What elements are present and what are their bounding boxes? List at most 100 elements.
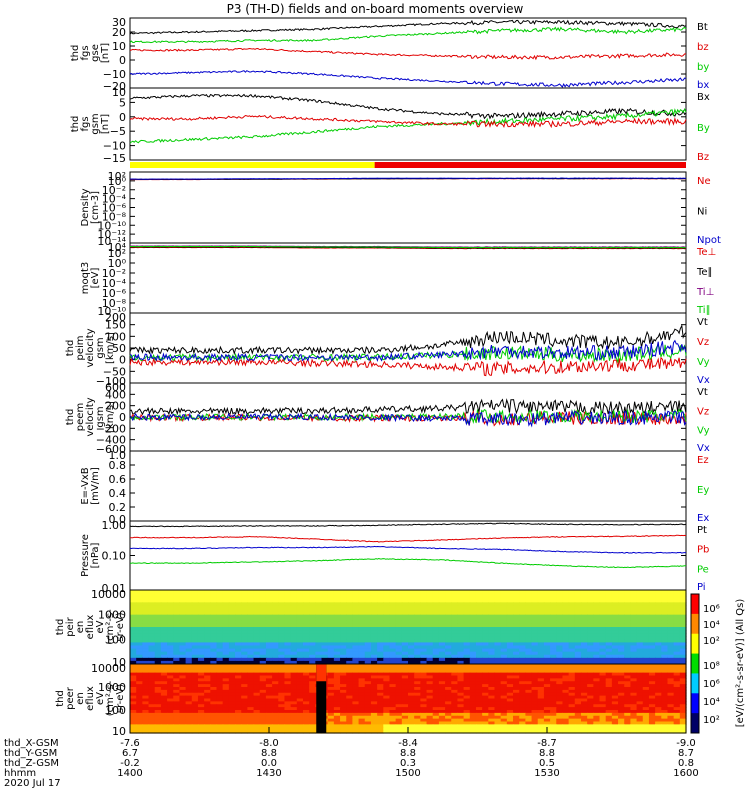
heatmap-cell	[482, 614, 489, 619]
y-tick-label: 10⁰	[108, 257, 127, 270]
legend-Ti⊥: Ti⊥	[696, 287, 714, 298]
heatmap-cell	[136, 681, 143, 685]
heatmap-cell	[469, 692, 477, 697]
heatmap-cell	[426, 666, 434, 671]
colorbar-tick: 10⁶	[703, 604, 720, 615]
heatmap-cell	[445, 642, 452, 647]
heatmap-cell	[160, 605, 168, 610]
heatmap-cell	[130, 672, 137, 677]
heatmap-cell	[142, 689, 150, 694]
heatmap-cell	[550, 730, 557, 734]
heatmap-cell	[272, 710, 279, 714]
heatmap-cell	[667, 721, 675, 725]
heatmap-cell	[562, 730, 570, 734]
y-tick-label: 0.10	[102, 550, 127, 563]
heatmap-cell	[315, 620, 323, 625]
heatmap-cell	[377, 692, 384, 697]
heatmap-cell	[191, 698, 199, 702]
y-tick-label: 150	[105, 319, 126, 332]
heatmap-cell	[401, 707, 409, 711]
heatmap-cell	[284, 730, 292, 734]
heatmap-cell	[463, 712, 471, 717]
heatmap-cell	[216, 715, 224, 720]
heatmap-cell	[648, 602, 656, 607]
heatmap-cell	[624, 590, 631, 594]
heatmap-cell	[197, 678, 205, 682]
heatmap-cell	[235, 710, 242, 714]
heatmap-cell	[333, 599, 341, 603]
heatmap-cell	[636, 704, 644, 708]
heatmap-cell	[216, 645, 224, 650]
heatmap-cell	[148, 715, 156, 720]
heatmap-cell	[642, 678, 650, 682]
heatmap-cell	[618, 730, 625, 734]
heatmap-cell	[550, 698, 557, 702]
heatmap-cell	[253, 599, 261, 603]
heatmap-cell	[241, 710, 248, 714]
heatmap-cell	[580, 669, 588, 674]
heatmap-cell	[136, 602, 143, 607]
heatmap-cell	[173, 666, 181, 671]
heatmap-cell	[673, 630, 681, 634]
heatmap-cell	[148, 675, 156, 679]
heatmap-cell	[605, 617, 613, 622]
heatmap-cell	[494, 678, 502, 682]
heatmap-cell	[302, 704, 310, 708]
heatmap-cell	[469, 701, 477, 705]
heatmap-cell	[556, 648, 564, 653]
heatmap-cell	[340, 672, 347, 677]
heatmap-cell	[148, 630, 156, 634]
heatmap-cell	[321, 593, 329, 597]
heatmap-cell	[284, 681, 292, 685]
heatmap-cell	[222, 695, 230, 700]
heatmap-cell	[525, 687, 533, 691]
heatmap-cell	[611, 639, 619, 644]
heatmap-cell	[154, 664, 162, 668]
y-tick-label: −5	[110, 125, 126, 138]
heatmap-cell	[432, 672, 440, 677]
heatmap-cell	[197, 654, 205, 659]
heatmap-cell	[451, 701, 459, 705]
heatmap-cell	[587, 614, 594, 619]
heatmap-cell	[272, 692, 279, 697]
legend-Vt: Vt	[697, 317, 708, 328]
heatmap-cell	[475, 712, 483, 717]
heatmap-cell	[568, 675, 576, 679]
heatmap-cell	[247, 651, 255, 656]
heatmap-cell	[655, 698, 662, 702]
heatmap-cell	[185, 715, 193, 720]
heatmap-cell	[253, 654, 261, 659]
heatmap-cell	[636, 633, 644, 637]
heatmap-cell	[599, 701, 607, 705]
heatmap-cell	[148, 627, 156, 631]
heatmap-cell	[513, 704, 520, 708]
heatmap-cell	[679, 620, 687, 625]
heatmap-cell	[340, 695, 347, 700]
heatmap-cell	[451, 710, 459, 714]
heatmap-cell	[278, 669, 286, 674]
heatmap-cell	[210, 678, 218, 682]
heatmap-cell	[636, 623, 644, 628]
heatmap-cell	[352, 593, 360, 597]
heatmap-cell	[636, 701, 644, 705]
heatmap-cell	[426, 599, 434, 603]
y-axis-label-line: Density	[80, 188, 91, 226]
heatmap-cell	[445, 608, 452, 613]
heatmap-cell	[296, 669, 304, 674]
heatmap-cell	[389, 620, 397, 625]
heatmap-cell	[259, 681, 267, 685]
heatmap-cell	[642, 645, 650, 650]
heatmap-cell	[284, 678, 292, 682]
heatmap-cell	[265, 602, 273, 607]
heatmap-cell	[179, 672, 187, 677]
heatmap-cell	[562, 684, 570, 688]
heatmap-cell	[580, 642, 588, 647]
heatmap-cell	[469, 636, 477, 640]
heatmap-cell	[611, 684, 619, 688]
heatmap-cell	[519, 669, 526, 674]
heatmap-cell	[130, 669, 137, 674]
heatmap-cell	[241, 692, 248, 697]
y-axis-label-line: sr-eV)	[115, 612, 126, 641]
heatmap-cell	[383, 627, 391, 631]
heatmap-cell	[642, 664, 650, 668]
